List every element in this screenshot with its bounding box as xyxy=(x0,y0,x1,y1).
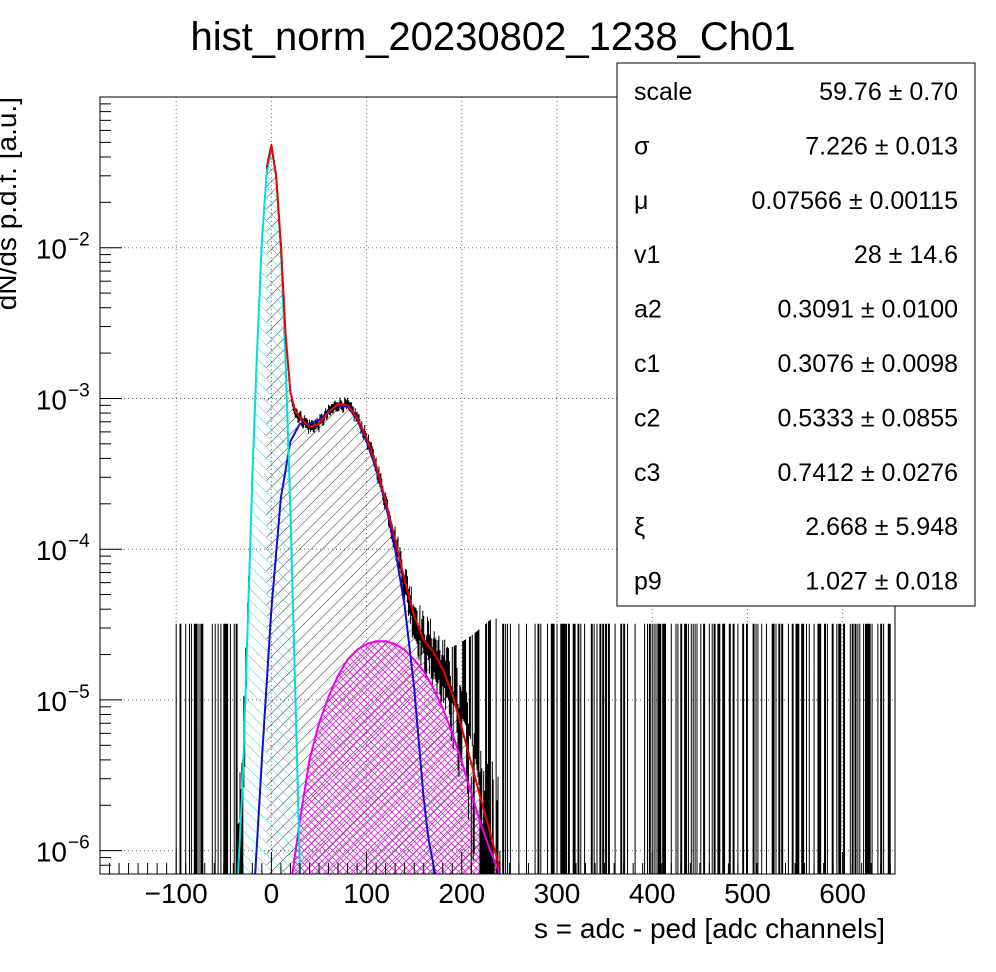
y-tick-label: 10 −2 xyxy=(36,230,90,265)
pedestal-hatch-area xyxy=(238,147,300,874)
y-axis-label: dN/ds p.d.f. [a.u.] xyxy=(0,97,22,310)
stats-param-value: 0.3076 ± 0.0098 xyxy=(777,350,958,378)
fit-curve-2 xyxy=(254,404,437,874)
stats-param-name: c2 xyxy=(634,404,660,432)
x-tick-label: 200 xyxy=(438,878,485,909)
y-tick-exponent: −5 xyxy=(68,682,90,703)
y-tick-exponent: −3 xyxy=(68,380,90,401)
x-tick-label: −100 xyxy=(145,878,208,909)
stats-param-value: 0.07566 ± 0.00115 xyxy=(752,187,959,215)
fit-curve-0 xyxy=(265,144,501,870)
y-tick-label: 10 −4 xyxy=(36,531,90,566)
stats-param-value: 28 ± 14.6 xyxy=(854,241,958,269)
stats-param-value: 2.668 ± 5.948 xyxy=(805,513,958,541)
x-tick-label: 600 xyxy=(819,878,866,909)
stats-param-value: 0.3091 ± 0.0100 xyxy=(777,296,958,324)
stats-param-value: 0.7412 ± 0.0276 xyxy=(777,459,958,487)
stats-param-name: scale xyxy=(634,78,692,106)
stats-param-name: c3 xyxy=(634,459,660,487)
stats-param-name: μ xyxy=(634,187,648,215)
stats-param-value: 0.5333 ± 0.0855 xyxy=(777,404,958,432)
y-tick-base: 10 xyxy=(36,384,67,415)
fill-areas xyxy=(238,145,500,874)
chart-title: hist_norm_20230802_1238_Ch01 xyxy=(191,15,796,59)
stats-param-value: 59.76 ± 0.70 xyxy=(819,78,958,106)
x-tick-label: 100 xyxy=(343,878,390,909)
stats-param-name: c1 xyxy=(634,350,660,378)
stats-param-name: v1 xyxy=(634,241,660,269)
plot-area xyxy=(175,143,891,874)
fit-curve-3 xyxy=(291,640,501,874)
two-pe-hatch-area xyxy=(292,641,500,874)
y-tick-exponent: −6 xyxy=(68,833,90,854)
stats-param-name: ξ xyxy=(634,513,645,541)
x-axis-label: s = adc - ped [adc channels] xyxy=(534,913,885,944)
stats-param-name: p9 xyxy=(634,568,662,596)
x-tick-label: 0 xyxy=(264,878,280,909)
y-tick-base: 10 xyxy=(36,837,67,868)
x-tick-label: 400 xyxy=(629,878,676,909)
x-axis: −100 0 100 200 300 400 500 600 xyxy=(99,852,891,909)
stats-param-value: 1.027 ± 0.018 xyxy=(805,568,958,596)
stats-param-name: a2 xyxy=(634,296,662,324)
fit-curves xyxy=(237,144,501,874)
y-tick-base: 10 xyxy=(36,686,67,717)
y-tick-exponent: −2 xyxy=(68,230,90,251)
y-axis: 10−610−510−410−310−2 xyxy=(36,96,122,875)
y-tick-exponent: −4 xyxy=(68,531,90,552)
y-tick-label: 10 −5 xyxy=(36,682,90,717)
stats-box: scale 59.76 ± 0.70 σ 7.226 ± 0.013 μ 0.07566 … xyxy=(616,62,976,607)
y-tick-label: 10 −6 xyxy=(36,833,90,868)
x-tick-label: 500 xyxy=(724,878,771,909)
stats-param-name: σ xyxy=(634,132,650,160)
stats-box-frame xyxy=(616,62,976,607)
x-tick-label: 300 xyxy=(534,878,581,909)
y-tick-label: 10 −3 xyxy=(36,380,90,415)
stats-param-value: 7.226 ± 0.013 xyxy=(805,132,958,160)
y-tick-base: 10 xyxy=(36,234,67,265)
y-tick-base: 10 xyxy=(36,535,67,566)
